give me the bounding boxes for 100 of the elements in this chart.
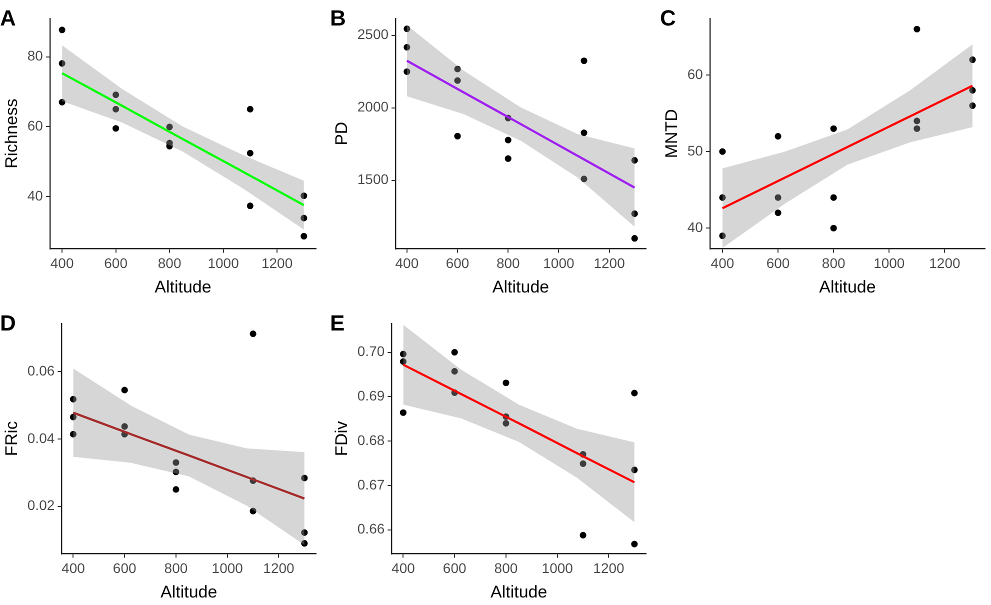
y-tick-label: 0.67 bbox=[357, 476, 385, 492]
y-tick-label: 2500 bbox=[357, 26, 389, 42]
point bbox=[300, 214, 308, 222]
y-tick-label: 50 bbox=[687, 142, 704, 158]
point bbox=[121, 386, 128, 394]
point bbox=[70, 430, 77, 438]
point bbox=[112, 125, 120, 132]
y-tick-label: 40 bbox=[27, 187, 44, 204]
chart-title: E bbox=[330, 310, 345, 336]
point bbox=[631, 210, 638, 218]
x-axis-title: Altitude bbox=[819, 277, 876, 296]
point bbox=[631, 466, 638, 474]
y-tick-label: 2000 bbox=[357, 98, 389, 115]
point bbox=[301, 540, 308, 547]
point bbox=[454, 66, 461, 72]
point bbox=[969, 56, 976, 64]
y-tick-label: 0.02 bbox=[27, 497, 55, 514]
x-tick-label: 600 bbox=[446, 255, 470, 272]
point bbox=[166, 124, 173, 130]
y-tick-label: 0.69 bbox=[357, 388, 385, 404]
y-tick-label: 0.68 bbox=[357, 432, 385, 448]
x-tick-label: 400 bbox=[50, 255, 74, 272]
x-tick-label: 600 bbox=[104, 255, 128, 272]
y-axis-title: MNTD bbox=[662, 109, 681, 158]
point bbox=[969, 87, 976, 94]
point bbox=[404, 68, 410, 75]
point bbox=[454, 132, 461, 140]
x-tick-label: 1000 bbox=[542, 560, 574, 576]
point bbox=[580, 176, 588, 182]
point bbox=[58, 98, 66, 106]
x-axis-title: Altitude bbox=[490, 582, 548, 602]
y-tick-label: 40 bbox=[687, 218, 704, 235]
x-tick-label: 600 bbox=[442, 560, 466, 576]
point bbox=[504, 136, 512, 144]
x-tick-label: 800 bbox=[164, 560, 188, 576]
x-tick-label: 600 bbox=[112, 560, 136, 576]
point bbox=[774, 132, 782, 140]
x-tick-label: 400 bbox=[62, 560, 86, 576]
point bbox=[914, 118, 920, 124]
x-tick-label: 800 bbox=[494, 560, 518, 576]
x-tick-label: 1200 bbox=[594, 255, 626, 272]
x-tick-label: 400 bbox=[392, 560, 416, 576]
point bbox=[404, 44, 410, 51]
point bbox=[451, 368, 458, 375]
point bbox=[172, 486, 180, 493]
x-axis-title: Altitude bbox=[154, 277, 212, 296]
point bbox=[400, 350, 407, 358]
y-tick-label: 0.66 bbox=[357, 520, 385, 537]
point bbox=[400, 358, 407, 365]
point bbox=[404, 26, 410, 32]
point bbox=[301, 529, 308, 536]
y-axis-title: Richness bbox=[2, 98, 21, 169]
point bbox=[719, 194, 726, 201]
chart-title: B bbox=[330, 5, 346, 30]
x-tick-label: 600 bbox=[766, 255, 790, 272]
x-tick-label: 1000 bbox=[212, 560, 244, 576]
point bbox=[246, 202, 254, 210]
y-tick-label: 0.70 bbox=[357, 343, 385, 360]
point bbox=[58, 60, 66, 67]
point bbox=[631, 390, 638, 396]
point bbox=[631, 157, 638, 164]
point bbox=[246, 106, 254, 112]
point bbox=[58, 26, 66, 34]
y-tick-label: 0.04 bbox=[27, 430, 55, 446]
y-tick-label: 1500 bbox=[357, 171, 389, 188]
chart-title: D bbox=[0, 310, 16, 336]
point bbox=[172, 459, 180, 466]
point bbox=[504, 155, 512, 162]
y-axis-title: FDiv bbox=[332, 420, 351, 456]
point bbox=[300, 232, 308, 240]
point bbox=[969, 102, 976, 109]
point bbox=[172, 468, 180, 476]
point bbox=[830, 224, 837, 232]
point bbox=[914, 125, 920, 132]
x-tick-label: 1200 bbox=[929, 255, 960, 272]
point bbox=[580, 57, 588, 64]
point bbox=[580, 460, 586, 467]
point bbox=[250, 508, 256, 514]
point bbox=[580, 130, 588, 136]
y-axis-title: PD bbox=[332, 122, 351, 146]
y-axis-title: FRic bbox=[2, 420, 21, 456]
x-tick-label: 800 bbox=[158, 255, 182, 272]
point bbox=[719, 148, 726, 155]
point bbox=[502, 420, 510, 427]
point bbox=[774, 194, 782, 201]
point bbox=[451, 348, 458, 356]
point bbox=[112, 106, 120, 112]
point bbox=[121, 423, 128, 430]
chart-title: C bbox=[660, 5, 676, 30]
y-tick-label: 80 bbox=[27, 48, 44, 64]
point bbox=[246, 150, 254, 156]
x-tick-label: 800 bbox=[822, 255, 846, 272]
point bbox=[454, 77, 461, 84]
point bbox=[502, 380, 510, 386]
point bbox=[70, 414, 77, 420]
chart-title: A bbox=[0, 5, 16, 30]
point bbox=[914, 26, 920, 32]
point bbox=[301, 474, 308, 482]
x-tick-label: 1200 bbox=[263, 560, 295, 576]
point bbox=[631, 540, 638, 548]
